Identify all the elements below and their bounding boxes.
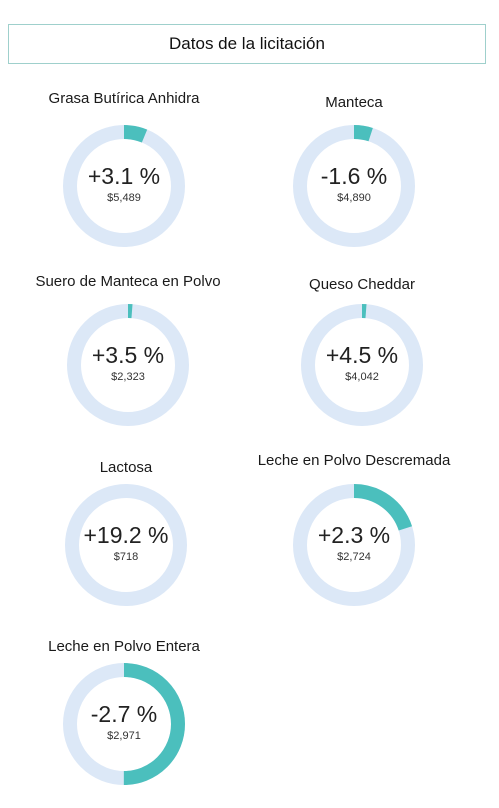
product-name: Leche en Polvo Descremada [257, 452, 451, 469]
price-value: $4,890 [337, 191, 371, 204]
change-percent: +4.5 % [325, 341, 399, 368]
page-title: Datos de la licitación [169, 34, 325, 53]
change-donut: +3.5 % $2,323 [67, 304, 189, 426]
donut-arc [293, 125, 415, 247]
product-name: Grasa Butírica Anhidra [48, 90, 200, 107]
donut-svg [65, 484, 187, 606]
product-name: Suero de Manteca en Polvo [35, 273, 221, 290]
change-percent: +19.2 % [83, 521, 169, 548]
change-donut: +19.2 % $718 [65, 484, 187, 606]
donut-arc [63, 125, 185, 247]
donut-arc [293, 484, 415, 606]
product-name: Queso Cheddar [309, 276, 415, 293]
change-percent: +3.1 % [87, 162, 161, 189]
change-percent: -2.7 % [90, 700, 158, 727]
product-name: Lactosa [99, 459, 153, 476]
product-name: Manteca [325, 94, 383, 111]
price-value: $2,971 [107, 729, 141, 742]
change-donut: -2.7 % $2,971 [63, 663, 185, 785]
price-value: $5,489 [107, 191, 141, 204]
price-value: $2,323 [111, 370, 145, 383]
product-name: Leche en Polvo Entera [48, 638, 200, 655]
change-donut: -1.6 % $4,890 [293, 125, 415, 247]
change-donut: +2.3 % $2,724 [293, 484, 415, 606]
change-donut: +3.1 % $5,489 [63, 125, 185, 247]
donut-svg [301, 304, 423, 426]
donut-svg [293, 484, 415, 606]
donut-arc [67, 304, 189, 426]
price-value: $4,042 [345, 370, 379, 383]
product-card-suero-manteca: Suero de Manteca en Polvo +3.5 % $2,323 [8, 273, 248, 443]
donut-track [65, 484, 187, 606]
product-card-leche-entera: Leche en Polvo Entera -2.7 % $2,971 [4, 638, 244, 808]
change-donut: +4.5 % $4,042 [301, 304, 423, 426]
price-value: $2,724 [337, 550, 371, 563]
price-value: $718 [113, 550, 139, 563]
donut-arc [63, 663, 185, 785]
change-percent: +3.5 % [91, 341, 165, 368]
change-percent: -1.6 % [320, 162, 388, 189]
change-percent: +2.3 % [317, 521, 391, 548]
donut-svg [67, 304, 189, 426]
product-card-manteca: Manteca -1.6 % $4,890 [234, 90, 474, 260]
donut-svg [63, 663, 185, 785]
product-card-lactosa: Lactosa +19.2 % $718 [6, 459, 246, 629]
product-card-grasa-butirica: Grasa Butírica Anhidra +3.1 % $5,489 [4, 90, 244, 260]
product-card-queso-cheddar: Queso Cheddar +4.5 % $4,042 [242, 273, 482, 443]
product-card-leche-descremada: Leche en Polvo Descremada +2.3 % $2,724 [234, 452, 474, 622]
donut-svg [293, 125, 415, 247]
donut-arc [301, 304, 423, 426]
licitacion-header: Datos de la licitación [8, 24, 486, 64]
donut-svg [63, 125, 185, 247]
